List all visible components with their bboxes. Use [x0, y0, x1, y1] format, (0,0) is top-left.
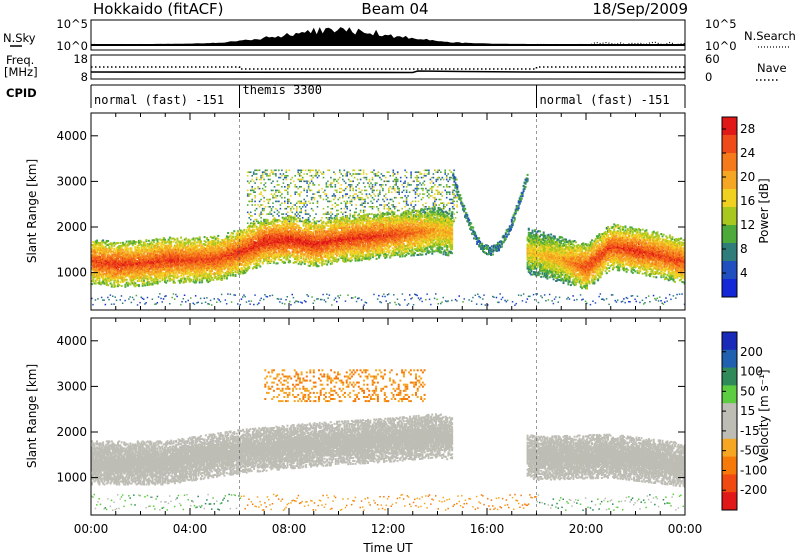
station-title: Hokkaido (fitACF) [93, 0, 224, 18]
colorbar-tick-label: -50 [740, 444, 760, 458]
colorbar-tick-label: 200 [740, 345, 763, 359]
colorbar-tick-label: 12 [740, 218, 755, 232]
power-axes: 1000 2000 3000 4000 [56, 113, 686, 310]
freq-tick-top: 18 [73, 52, 88, 66]
power-ylabel: Slant Range [km] [25, 159, 39, 263]
power-colorbar-label: Power [dB] [757, 178, 771, 243]
freq-trace [90, 70, 686, 74]
cpid-segment-label: normal (fast) -151 [540, 93, 670, 107]
colorbar-tick-label: 24 [740, 146, 755, 160]
velocity-heatmap [91, 369, 685, 511]
beam-title: Beam 04 [361, 0, 428, 18]
y-tick-label: 2000 [56, 425, 87, 439]
x-tick-label: 16:00 [470, 522, 505, 536]
colorbar-tick-label: 15 [740, 404, 755, 418]
colorbar-tick-label: -15 [740, 424, 760, 438]
colorbar-tick-label: 4 [740, 266, 748, 280]
colorbar-tick-label: 16 [740, 194, 755, 208]
x-tick-label: 20:00 [569, 522, 604, 536]
colorbar-tick-label: -100 [740, 463, 767, 477]
velocity-ylabel: Slant Range [km] [25, 364, 39, 468]
date-title: 18/Sep/2009 [592, 0, 688, 18]
colorbar-tick-label: -200 [740, 483, 767, 497]
nsky-label: N.Sky [3, 31, 36, 45]
velocity-colorbar: 200 100 50 15 -15 -50 -100 -200 [721, 331, 767, 511]
nave-tick-bottom: 0 [705, 70, 712, 84]
velocity-axes: 1000 2000 3000 4000 00:00 04:00 08:00 12:00 16:0… [56, 318, 702, 536]
y-tick-label: 1000 [56, 471, 87, 485]
nsky-panel-frame [90, 19, 686, 51]
cpid-label: CPID [6, 86, 37, 100]
x-tick-label: 00:00 [668, 522, 703, 536]
freq-label: Freq. [6, 53, 34, 67]
nsearch-trace [91, 41, 686, 46]
nave-trace [91, 66, 685, 70]
cpid-segment-label: themis 3300 [243, 83, 322, 97]
freq-unit-label: [MHz] [4, 65, 38, 79]
velocity-panel-frame [90, 317, 686, 516]
velocity-panel: 1000 2000 3000 4000 00:00 04:00 08:00 12:00 16:0… [25, 317, 702, 554]
nsky-tick-bottom: 10^0 [56, 39, 88, 53]
nave-tick-top: 60 [705, 52, 720, 66]
y-tick-label: 1000 [56, 266, 87, 280]
freq-tick-bottom: 8 [81, 70, 88, 84]
colorbar-tick-label: 20 [740, 170, 755, 184]
power-heatmap [91, 169, 685, 306]
y-tick-label: 3000 [56, 174, 87, 188]
y-tick-label: 2000 [56, 220, 87, 234]
nsearch-tick-bottom: 10^0 [705, 39, 737, 53]
colorbar-tick-label: 50 [740, 384, 755, 398]
nsearch-label: N.Search [744, 29, 796, 43]
x-tick-label: 04:00 [173, 522, 208, 536]
y-tick-label: 4000 [56, 129, 87, 143]
colorbar-tick-label: 28 [740, 122, 755, 136]
colorbar-tick-label: 8 [740, 242, 748, 256]
nsky-tick-top: 10^5 [56, 17, 88, 31]
x-tick-label: 00:00 [74, 522, 109, 536]
nsky-trace [91, 27, 685, 46]
velocity-colorbar-label: Velocity [m s⁻¹] [757, 369, 771, 462]
cpid-strip: normal (fast) -151 themis 3300 normal (fas… [90, 83, 686, 108]
colorbar-tick-label: 100 [740, 365, 763, 379]
nsearch-tick-top: 10^5 [705, 17, 737, 31]
y-tick-label: 3000 [56, 379, 87, 393]
cpid-segment-label: normal (fast) -151 [94, 93, 224, 107]
power-colorbar: 4 8 12 16 20 24 28 [721, 116, 755, 298]
power-panel: 1000 2000 3000 4000 Slant Range [km] [25, 112, 686, 311]
time-axis-label: Time UT [362, 541, 413, 554]
nave-label: Nave [757, 61, 787, 75]
y-tick-label: 4000 [56, 334, 87, 348]
x-tick-label: 12:00 [371, 522, 406, 536]
x-tick-label: 08:00 [272, 522, 307, 536]
